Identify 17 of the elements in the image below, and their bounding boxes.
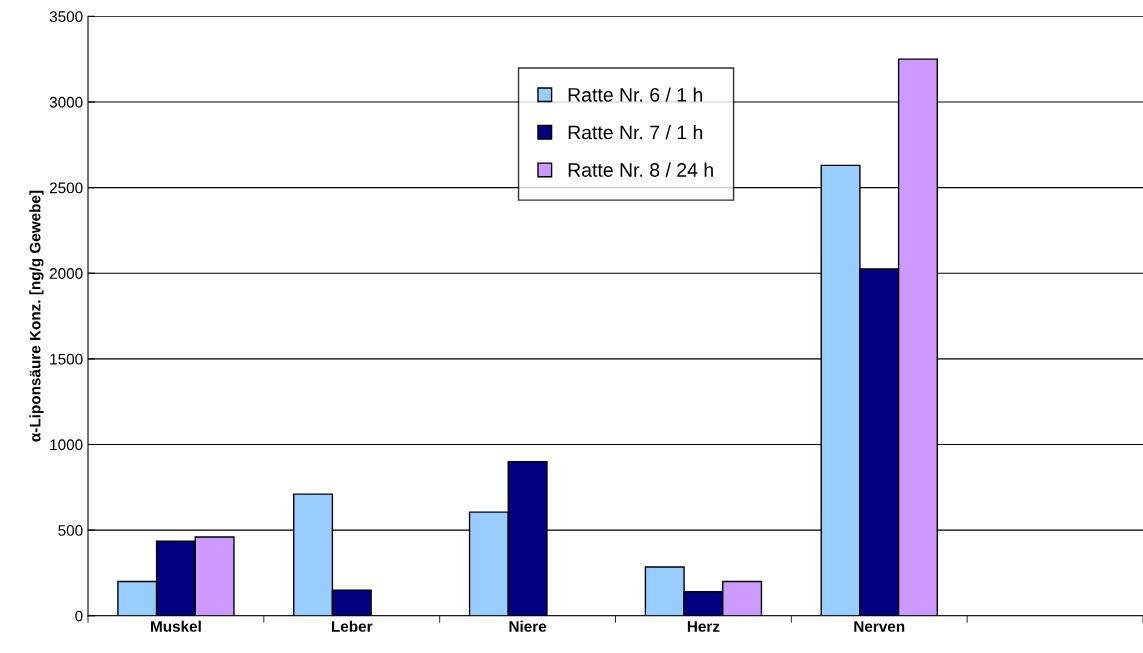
y-axis-title: α-Liponsäure Konz. [ng/g Gewebe] — [29, 190, 44, 442]
x-tick-label: Nerven — [854, 621, 905, 632]
legend-label: Ratte Nr. 8 / 24 h — [568, 162, 713, 177]
x-tick-label: Muskel — [151, 620, 201, 632]
legend-label: Ratte Nr. 7 / 1 h — [568, 125, 703, 140]
y-tick-label: 2000 — [49, 268, 83, 279]
x-tick-label: Niere — [509, 620, 547, 632]
y-tick-label: 2500 — [49, 182, 83, 194]
y-tick-label: 3000 — [49, 96, 83, 108]
y-tick-label: 3500 — [49, 11, 83, 23]
y-tick-label: 0 — [75, 610, 83, 622]
x-tick-label: Herz — [687, 621, 720, 632]
y-tick-label: 500 — [58, 525, 83, 536]
x-tick-label: Leber — [331, 620, 373, 632]
y-tick-label: 1500 — [50, 353, 83, 365]
y-tick-label: 1000 — [50, 439, 83, 451]
legend-label: Ratte Nr. 6 / 1 h — [568, 87, 703, 102]
